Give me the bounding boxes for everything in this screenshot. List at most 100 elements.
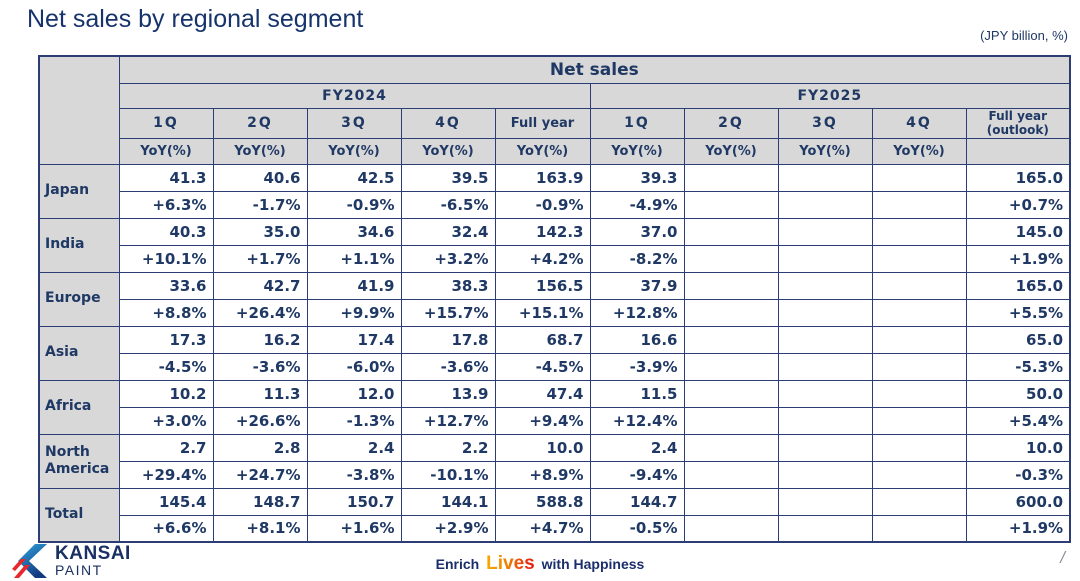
yoy-cell <box>777 514 873 543</box>
value-cell <box>777 379 873 408</box>
company-tagline: Enrich Lives with Happiness <box>0 553 1080 575</box>
value-cell <box>871 163 967 192</box>
yoy-cell <box>683 352 779 381</box>
yoy-cell: +10.1% <box>118 244 214 273</box>
region-label: Europe <box>38 271 120 327</box>
yoy-cell <box>777 298 873 327</box>
yoy-cell: +8.8% <box>118 298 214 327</box>
header-fy2024-2q: 2Q <box>212 107 308 139</box>
value-cell: 165.0 <box>965 271 1071 300</box>
yoy-cell: -0.9% <box>306 190 402 219</box>
yoy-cell: -10.1% <box>400 460 496 489</box>
logo-text-paint: PAINT <box>55 562 103 578</box>
value-cell: 163.9 <box>494 163 591 192</box>
yoy-cell: +24.7% <box>212 460 308 489</box>
yoy-cell: +0.7% <box>965 190 1071 219</box>
yoy-header: YoY(%) <box>306 137 402 165</box>
value-cell: 588.8 <box>494 487 591 516</box>
value-cell <box>683 217 779 246</box>
value-cell <box>683 271 779 300</box>
value-cell: 41.9 <box>306 271 402 300</box>
value-cell: 34.6 <box>306 217 402 246</box>
yoy-cell: -3.6% <box>400 352 496 381</box>
yoy-header-empty <box>965 137 1071 165</box>
yoy-cell: -0.5% <box>589 514 685 543</box>
header-fy2025-4q: 4Q <box>871 107 967 139</box>
yoy-cell: +9.4% <box>494 406 591 435</box>
yoy-cell <box>777 190 873 219</box>
yoy-header: YoY(%) <box>777 137 873 165</box>
value-cell: 145.0 <box>965 217 1071 246</box>
page-number-separator: / <box>1060 548 1065 567</box>
table-body: Japan 41.3 40.6 42.5 39.5 163.9 39.3 165.0 +6.3%… <box>38 163 1071 543</box>
value-cell <box>777 325 873 354</box>
value-cell: 41.3 <box>118 163 214 192</box>
yoy-header-row: YoY(%) YoY(%) YoY(%) YoY(%) YoY(%) YoY(%… <box>39 137 1071 165</box>
value-cell: 40.3 <box>118 217 214 246</box>
value-cell: 37.0 <box>589 217 685 246</box>
yoy-header: YoY(%) <box>400 137 496 165</box>
value-cell <box>871 271 967 300</box>
value-cell: 145.4 <box>118 487 214 516</box>
yoy-header: YoY(%) <box>871 137 967 165</box>
header-fy2025: FY2025 <box>589 82 1071 109</box>
yoy-cell <box>871 352 967 381</box>
yoy-cell <box>683 460 779 489</box>
yoy-cell <box>683 298 779 327</box>
value-cell <box>683 379 779 408</box>
value-cell <box>683 487 779 516</box>
value-cell <box>777 163 873 192</box>
header-fy2024: FY2024 <box>118 82 591 109</box>
value-cell <box>871 487 967 516</box>
value-cell: 165.0 <box>965 163 1071 192</box>
tagline-enrich: Enrich <box>435 556 480 572</box>
value-cell: 11.3 <box>212 379 308 408</box>
yoy-cell: -0.9% <box>494 190 591 219</box>
value-cell: 156.5 <box>494 271 591 300</box>
value-cell: 40.6 <box>212 163 308 192</box>
yoy-cell: -0.3% <box>965 460 1071 489</box>
region-label: Japan <box>38 163 120 219</box>
logo-text-kansai: KANSAI <box>55 543 131 564</box>
yoy-cell: +2.9% <box>400 514 496 543</box>
yoy-cell <box>683 190 779 219</box>
yoy-cell: +15.7% <box>400 298 496 327</box>
value-cell: 42.7 <box>212 271 308 300</box>
yoy-cell: +1.7% <box>212 244 308 273</box>
header-fy2025-1q: 1Q <box>589 107 685 139</box>
table-title: Net sales <box>118 55 1071 84</box>
value-cell: 65.0 <box>965 325 1071 354</box>
company-logo: KANSAI PAINT <box>12 543 131 579</box>
yoy-header: YoY(%) <box>118 137 214 165</box>
yoy-cell: -5.3% <box>965 352 1071 381</box>
yoy-cell: +8.1% <box>212 514 308 543</box>
value-cell: 142.3 <box>494 217 591 246</box>
yoy-cell <box>683 406 779 435</box>
yoy-cell: +5.5% <box>965 298 1071 327</box>
value-cell: 68.7 <box>494 325 591 354</box>
yoy-header: YoY(%) <box>683 137 779 165</box>
value-cell: 35.0 <box>212 217 308 246</box>
yoy-cell: +3.0% <box>118 406 214 435</box>
yoy-cell: +12.8% <box>589 298 685 327</box>
value-cell: 17.4 <box>306 325 402 354</box>
header-fy2024-4q: 4Q <box>400 107 496 139</box>
yoy-cell <box>777 406 873 435</box>
yoy-cell <box>683 514 779 543</box>
value-cell: 2.2 <box>400 433 496 462</box>
value-cell: 47.4 <box>494 379 591 408</box>
region-label: Asia <box>38 325 120 381</box>
value-cell: 144.1 <box>400 487 496 516</box>
value-cell <box>871 217 967 246</box>
header-fy2024-1q: 1Q <box>118 107 214 139</box>
yoy-cell: +1.1% <box>306 244 402 273</box>
yoy-cell <box>871 244 967 273</box>
yoy-cell: +26.6% <box>212 406 308 435</box>
yoy-cell <box>777 352 873 381</box>
value-cell: 600.0 <box>965 487 1071 516</box>
yoy-cell: +12.7% <box>400 406 496 435</box>
region-label: North America <box>38 433 120 489</box>
value-cell: 37.9 <box>589 271 685 300</box>
value-cell: 17.8 <box>400 325 496 354</box>
yoy-cell: +1.9% <box>965 514 1071 543</box>
